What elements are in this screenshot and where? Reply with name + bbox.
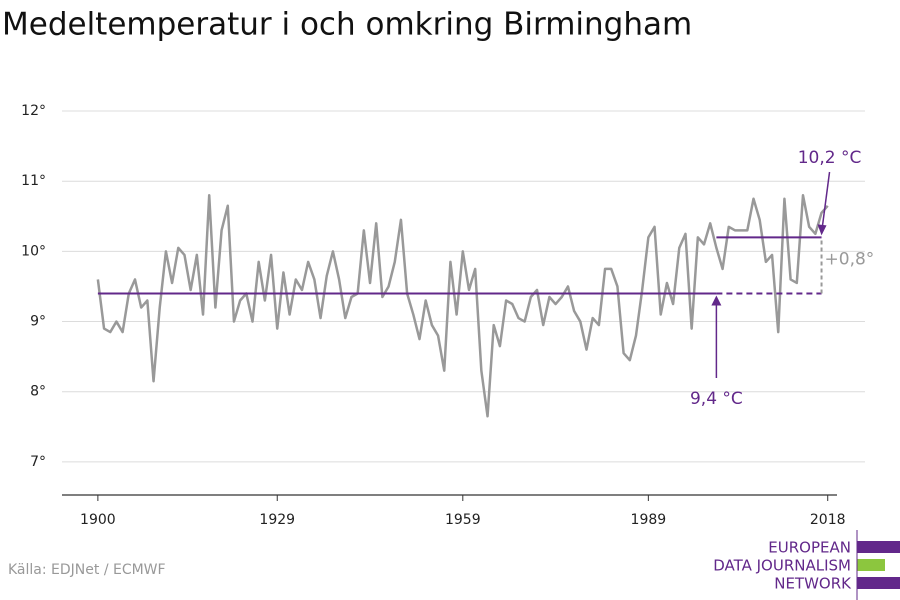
logo-bar — [857, 559, 885, 571]
annotation-label: 10,2 °C — [798, 148, 862, 168]
logo-text: DATA JOURNALISM — [713, 557, 851, 575]
logo-text: EUROPEAN — [768, 539, 851, 557]
arrow-head — [817, 224, 827, 236]
y-tick-label: 12° — [21, 103, 46, 119]
x-tick-label: 1900 — [80, 512, 116, 528]
arrow-head — [711, 295, 722, 306]
x-tick-label: 1959 — [445, 512, 481, 528]
data-line — [96, 193, 829, 418]
y-tick-label: 8° — [30, 384, 46, 400]
annotation-label: 9,4 °C — [690, 389, 743, 409]
y-tick-label: 9° — [30, 314, 46, 330]
logo-bar — [857, 577, 900, 589]
y-tick-label: 7° — [30, 454, 46, 470]
annotation-arrow — [821, 171, 831, 226]
y-tick-label: 10° — [21, 243, 46, 259]
chart-title: Medeltemperatur i och omkring Birmingham — [2, 7, 692, 43]
x-tick-label: 1989 — [631, 512, 667, 528]
logo: EUROPEAN DATA JOURNALISM NETWORK — [713, 530, 900, 600]
y-tick-label: 11° — [21, 173, 46, 189]
x-tick-label: 1929 — [259, 512, 295, 528]
logo-bar — [857, 541, 900, 553]
x-tick-label: 2018 — [810, 512, 846, 528]
difference-label: +0,8° — [825, 249, 875, 269]
logo-text: NETWORK — [774, 575, 852, 593]
source: Källa: EDJNet / ECMWF — [8, 562, 166, 578]
